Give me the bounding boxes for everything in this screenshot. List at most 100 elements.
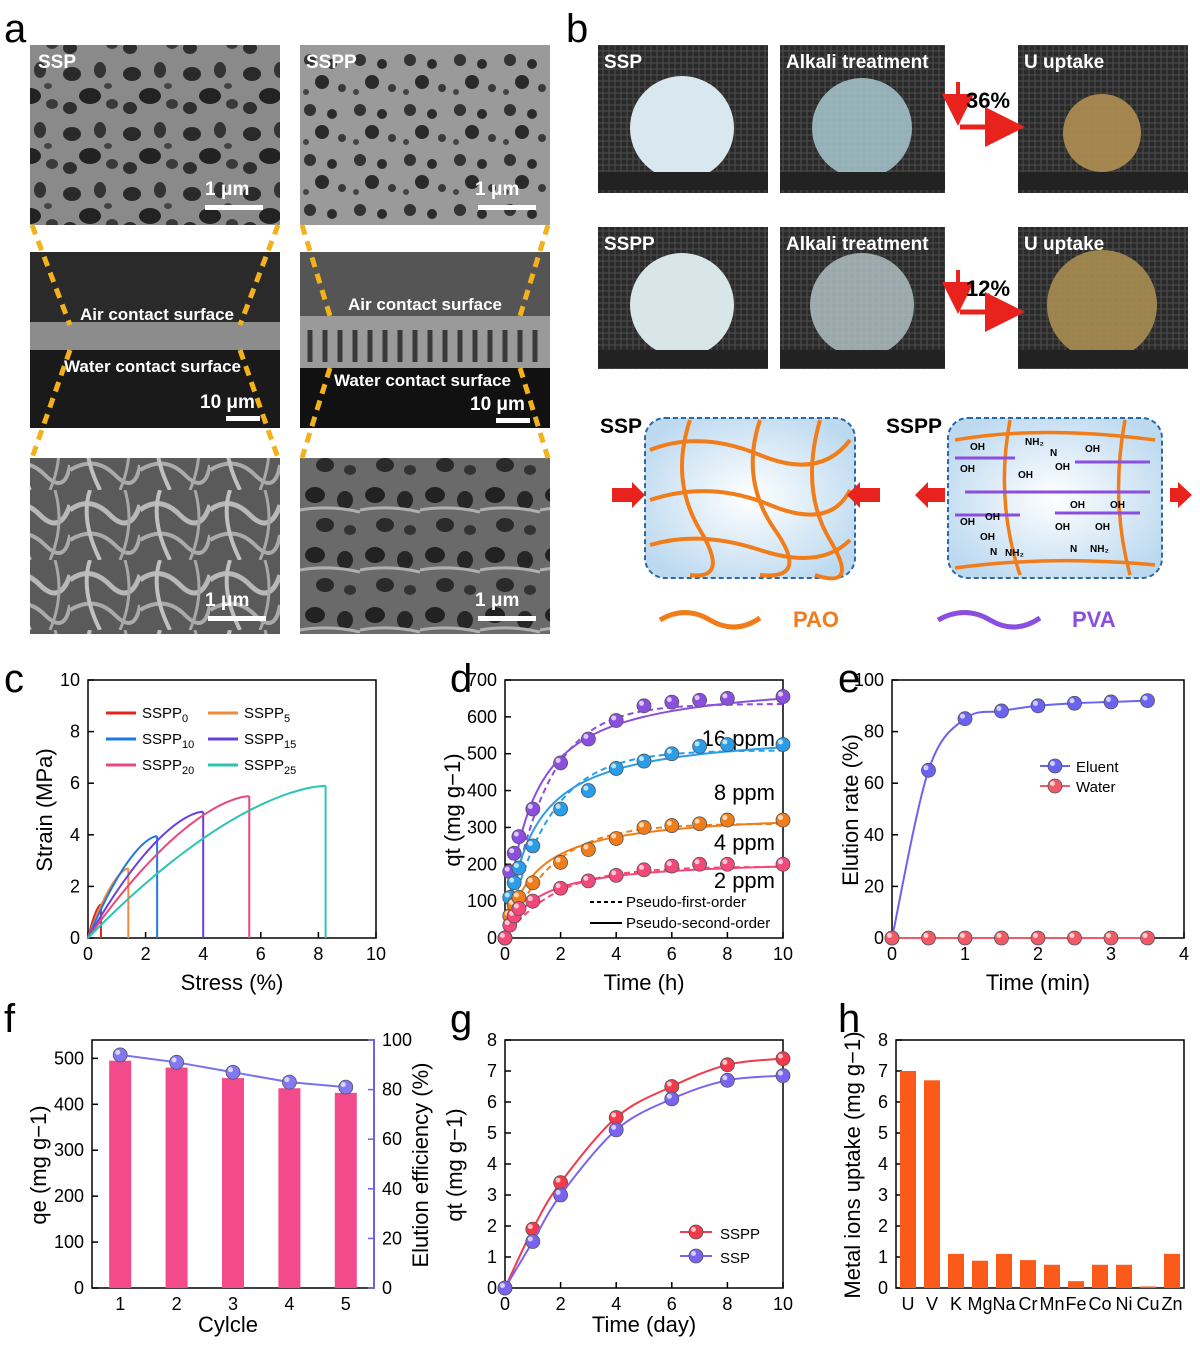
- point-0-2: [506, 845, 522, 861]
- legend-label-sspp20: SSPP20: [142, 757, 194, 777]
- efficiency-point-0: [112, 1047, 128, 1063]
- y-tick-label: 100: [854, 670, 884, 690]
- x-tick-label-mn: Mn: [1039, 1294, 1064, 1314]
- shrink-sspp-value: 12%: [966, 276, 1010, 301]
- point-water-7-highlight: [1142, 933, 1148, 938]
- scale-bar-a3: [226, 416, 260, 421]
- point-sspp-1-highlight: [527, 1224, 533, 1230]
- point-1-3: [511, 860, 527, 876]
- x-tick-label: 6: [667, 944, 677, 964]
- x-tick-label: 10: [773, 1294, 793, 1314]
- point-eluent-1: [921, 762, 936, 778]
- air-surface-label-sspp: Air contact surface: [348, 295, 502, 314]
- point-1-11-highlight: [722, 739, 728, 745]
- point-sspp-4-highlight: [666, 1081, 672, 1087]
- point-2-5-highlight: [555, 857, 561, 863]
- point-0-8: [636, 698, 652, 714]
- point-3-10: [692, 856, 707, 872]
- point-3-3-highlight: [513, 903, 519, 909]
- curve-sspp15: [87, 810, 204, 939]
- legend-label-sspp25: SSPP25: [244, 757, 296, 777]
- point-eluent-5-highlight: [1069, 698, 1075, 704]
- bar-mg: [972, 1260, 988, 1288]
- chart-c: 0 2 4 6 8 10 0 2 4 6 8 10 Stress (%) Strain (MPa) SSPP…: [32, 670, 386, 995]
- point-sspp-6-highlight: [778, 1053, 783, 1059]
- panel-label-f: f: [4, 997, 16, 1041]
- y-tick-label: 10: [60, 670, 80, 690]
- plot-frame: [504, 679, 784, 939]
- y-tick-label: 5: [878, 1123, 888, 1143]
- legend-label-water: Water: [1076, 779, 1115, 796]
- y-tick-label: 200: [54, 1186, 84, 1206]
- bar-k: [948, 1253, 964, 1288]
- point-2-11-highlight: [722, 815, 728, 821]
- point-water-0-highlight: [887, 933, 892, 938]
- point-ssp-4-highlight: [666, 1093, 672, 1099]
- point-1-3-highlight: [513, 862, 519, 868]
- point-2-8-highlight: [639, 822, 644, 828]
- series-label-2: 4 ppm: [714, 830, 775, 855]
- point-sspp-3-highlight: [611, 1112, 617, 1118]
- point-water-0: [884, 930, 900, 946]
- point-2-4: [525, 875, 541, 891]
- point-ssp-1-highlight: [527, 1236, 533, 1242]
- x-tick-label: 4: [611, 944, 621, 964]
- x-tick-label: 4: [198, 944, 208, 964]
- point-1-6-highlight: [583, 785, 589, 791]
- point-ssp-5-highlight: [722, 1075, 728, 1081]
- point-1-8-highlight: [639, 756, 644, 762]
- y-tick-label: 0: [487, 1278, 497, 1298]
- scale-bar-a1: [205, 205, 263, 210]
- panel-label-b: b: [566, 7, 588, 51]
- point-3-12-highlight: [778, 859, 783, 865]
- legend-label-ssp: SSP: [720, 1250, 750, 1267]
- scheme-label-ssp: SSP: [600, 415, 642, 438]
- y-tick-label: 600: [467, 707, 497, 727]
- point-1-12: [775, 737, 791, 752]
- y-tick-label: 80: [864, 722, 884, 742]
- y-tick-label: 500: [467, 744, 497, 764]
- point-eluent-5: [1067, 695, 1082, 711]
- x-tick-label: 6: [256, 944, 266, 964]
- zoom-lines: [29, 224, 551, 459]
- svg-text:OH: OH: [980, 532, 995, 543]
- x-tick-label-fe: Fe: [1065, 1294, 1086, 1314]
- legend-pao-label: PAO: [793, 607, 839, 632]
- point-0-5: [553, 755, 568, 771]
- efficiency-point-3-highlight: [284, 1077, 290, 1083]
- x-tick-label-cr: Cr: [1019, 1294, 1038, 1314]
- svg-text:N: N: [990, 547, 997, 558]
- y-tick-label: 6: [878, 1092, 888, 1112]
- efficiency-point-4: [338, 1079, 354, 1095]
- point-2-11: [720, 812, 735, 828]
- sem-top-ssp: [30, 45, 280, 225]
- y-tick-label: 500: [54, 1048, 84, 1068]
- point-1-4-highlight: [527, 840, 533, 846]
- svg-text:NH₂: NH₂: [1090, 544, 1109, 555]
- y-tick-label: 0: [874, 928, 884, 948]
- legend-marker-eluent-highlight: [1050, 761, 1055, 766]
- svg-text:OH: OH: [1055, 462, 1070, 473]
- x-tick-label: 1: [960, 944, 970, 964]
- legend-pva-label: PVA: [1072, 607, 1116, 632]
- point-ssp-1: [525, 1234, 541, 1249]
- point-1-11: [720, 737, 735, 752]
- sem-top-sspp-label: SSPP: [306, 52, 357, 73]
- x-tick-label: 8: [313, 944, 323, 964]
- photo-label-ssp: SSP: [604, 52, 642, 73]
- svg-text:OH: OH: [960, 464, 975, 475]
- point-1-10-highlight: [694, 741, 700, 747]
- x-tick-label: 2: [1033, 944, 1043, 964]
- membrane-sspp: [630, 253, 734, 357]
- point-3-5-highlight: [555, 883, 561, 889]
- panel-label-e: e: [838, 657, 860, 701]
- point-eluent-4-highlight: [1033, 700, 1038, 706]
- y-tick-label: 3: [487, 1185, 497, 1205]
- legend-marker-sspp: [688, 1224, 704, 1240]
- membrane-sspp-alkali: [810, 253, 914, 357]
- y-tick-label: 20: [864, 876, 884, 896]
- point-ssp-4: [664, 1091, 680, 1107]
- plot-frame: [891, 679, 1185, 939]
- line-eluent: [891, 699, 1148, 939]
- svg-text:OH: OH: [970, 442, 985, 453]
